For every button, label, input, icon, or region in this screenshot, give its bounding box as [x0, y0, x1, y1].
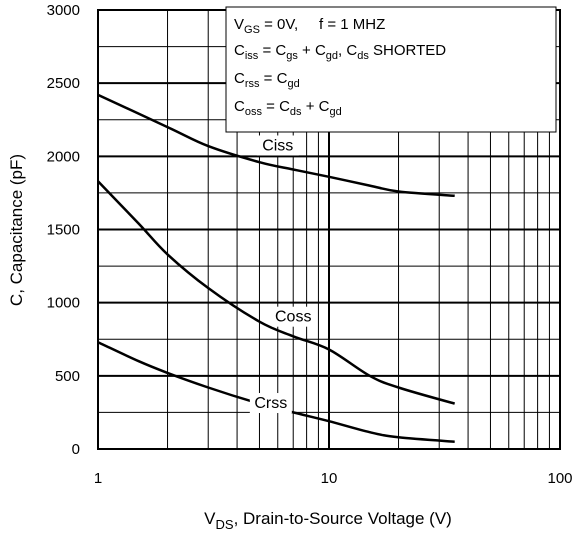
legend-line-4: Coss = Cds + Cgd [234, 98, 342, 118]
y-axis-label: C, Capacitance (pF) [7, 154, 26, 306]
series-coss-label-bg [272, 306, 315, 327]
y-tick-label: 0 [72, 441, 80, 458]
y-tick-labels: 0 500 1000 1500 2000 2500 3000 [47, 2, 80, 458]
x-axis-label: VDS, Drain-to-Source Voltage (V) [204, 509, 452, 532]
series-crss-label: Crss [254, 395, 287, 412]
x-tick-labels: 1 10 100 [94, 470, 573, 487]
series-ciss-label-bg [256, 135, 299, 156]
y-tick-label: 500 [55, 368, 80, 385]
series-ciss-line [97, 93, 455, 198]
curve-labels: Ciss Coss Crss [249, 135, 315, 414]
y-tick-label: 3000 [47, 2, 80, 19]
legend-line-3: Crss = Cgd [234, 70, 300, 90]
series-crss-line [97, 341, 455, 443]
x-tick-label: 100 [547, 470, 572, 487]
x-tick-label: 10 [321, 470, 338, 487]
y-tick-label: 1000 [47, 295, 80, 312]
legend-line-2: Ciss = Cgs + Cgd, Cds SHORTED [234, 42, 446, 62]
x-tick-label: 1 [94, 470, 102, 487]
series-coss-line [97, 180, 456, 405]
legend-box: VGS = 0V, f = 1 MHZ Ciss = Cgs + Cgd, Cd… [225, 6, 557, 133]
series-coss-label: Coss [275, 309, 311, 326]
legend-background [225, 6, 557, 133]
series-crss-label-bg [249, 393, 292, 414]
y-tick-label: 2000 [47, 148, 80, 165]
y-tick-label: 1500 [47, 222, 80, 239]
legend-line-1: VGS = 0V, f = 1 MHZ [234, 16, 385, 36]
y-tick-label: 2500 [47, 75, 80, 92]
series-ciss-label: Ciss [262, 137, 293, 154]
